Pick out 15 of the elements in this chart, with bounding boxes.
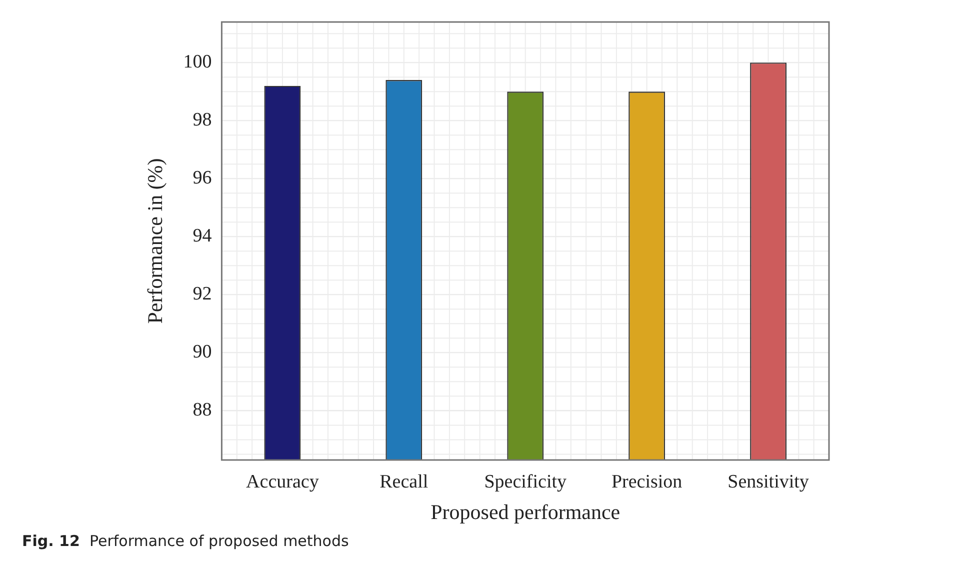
y-tick-label: 96 bbox=[192, 168, 212, 189]
x-tick-label: Sensitivity bbox=[728, 471, 810, 492]
x-tick-label: Recall bbox=[380, 471, 428, 492]
y-tick-label: 88 bbox=[192, 400, 212, 421]
x-tick-label: Accuracy bbox=[246, 471, 320, 492]
y-tick-label: 92 bbox=[192, 284, 212, 305]
y-tick-label: 100 bbox=[183, 52, 212, 73]
x-tick-label: Precision bbox=[611, 471, 683, 492]
y-tick-label: 94 bbox=[192, 226, 212, 247]
x-tick-label: Specificity bbox=[484, 471, 567, 492]
caption: Fig. 12 Performance of proposed methods bbox=[22, 532, 349, 550]
y-axis-title: Performance in (%) bbox=[143, 158, 168, 324]
x-axis-title: Proposed performance bbox=[430, 500, 620, 524]
y-tick-label: 90 bbox=[192, 342, 212, 363]
y-tick-label: 98 bbox=[192, 110, 212, 131]
